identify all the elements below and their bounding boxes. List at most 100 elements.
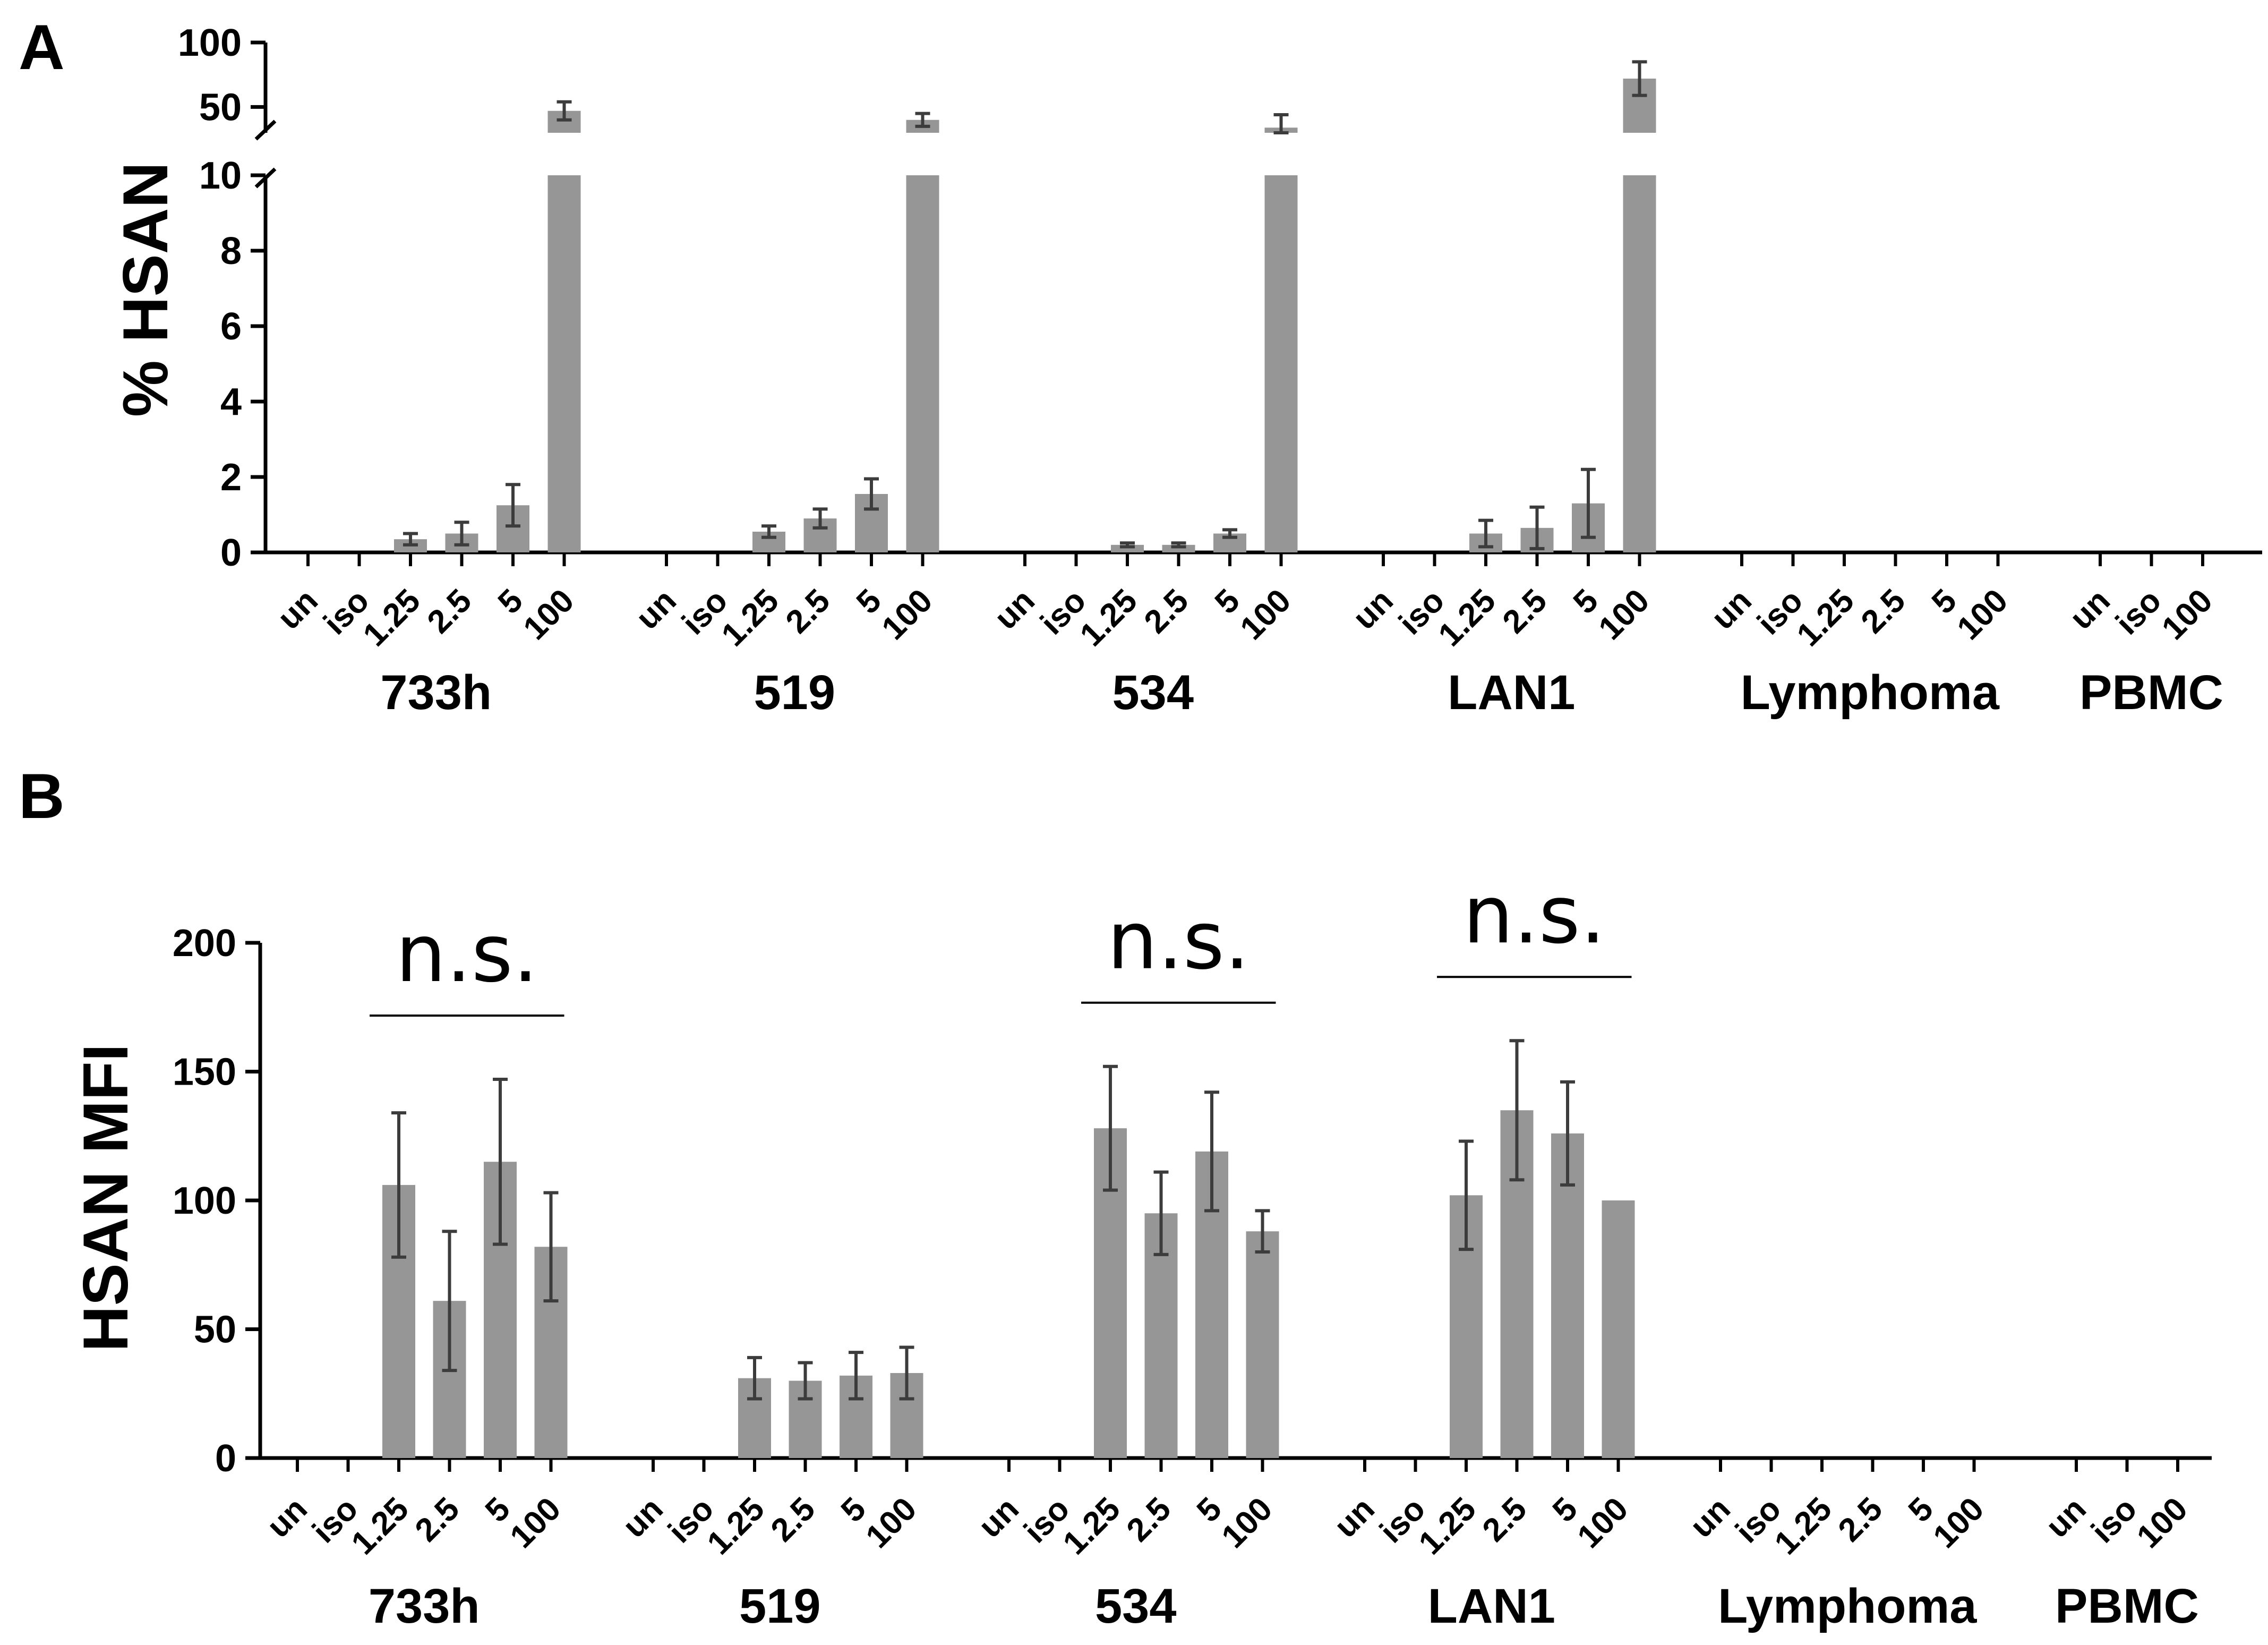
panel-a-category-label: 2.5 <box>1137 582 1196 641</box>
panel-a-y-tick-label: 8 <box>220 230 242 272</box>
panel-b-letter: B <box>19 761 65 832</box>
panel-b-category-label: 1.25 <box>1056 1490 1127 1562</box>
panel-b-category-label: 100 <box>2130 1490 2195 1555</box>
panel-a-group-label: 519 <box>754 666 836 720</box>
panel-b-error-bar <box>1560 1080 1575 1187</box>
panel-a-bar <box>906 175 939 552</box>
panel-a-category-label: 2.5 <box>779 582 837 641</box>
panel-a-category-label: 2.5 <box>1496 582 1554 641</box>
panel-b-error-bar <box>798 1361 813 1401</box>
panel-b-significance-label: n.s. <box>396 908 538 1000</box>
panel-b-bar <box>1551 1133 1584 1458</box>
panel-a-bar <box>1623 175 1656 552</box>
panel-a-error-bar <box>506 483 520 528</box>
panel-b-category-label: 100 <box>1926 1490 1991 1555</box>
panel-b-y-tick-label: 50 <box>194 1309 236 1351</box>
panel-b-category-label: 1.25 <box>1768 1490 1839 1562</box>
panel-a-category-label: un <box>1705 582 1759 636</box>
panel-b-error-bar <box>1103 1064 1118 1192</box>
panel-b-category-label: 1.25 <box>700 1490 772 1562</box>
panel-a-category-label: 100 <box>875 582 939 647</box>
panel-b-error-bar <box>1204 1090 1219 1213</box>
panel-b-category-label: un <box>616 1490 670 1545</box>
panel-a-error-bar <box>1632 60 1647 97</box>
panel-b-significance-label: n.s. <box>1107 895 1250 987</box>
panel-b-y-tick-label: 0 <box>215 1437 236 1480</box>
panel-a-y-tick-label: 10 <box>199 155 242 197</box>
panel-b-category-label: 100 <box>1214 1490 1279 1555</box>
panel-a-error-bar <box>915 112 930 128</box>
panel-b-category-label: 100 <box>859 1490 923 1555</box>
panel-a-error-bar <box>557 100 572 122</box>
panel-b-error-bar <box>442 1230 457 1373</box>
panel-b-category-label: un <box>2039 1490 2093 1545</box>
panel-a-error-bar <box>1273 113 1289 134</box>
panel-b-error-bar <box>1509 1039 1525 1182</box>
panel-b-error-bar <box>899 1345 914 1401</box>
panel-b-y-tick-label: 150 <box>173 1051 236 1094</box>
panel-b-group-label: 534 <box>1095 1579 1177 1633</box>
panel-a-error-bar <box>812 507 828 530</box>
panel-a-category-label: un <box>271 582 325 636</box>
panel-a-category-label: 2.5 <box>1854 582 1913 641</box>
panel-a-category-label: un <box>1346 582 1400 636</box>
panel-a-category-label: 1.25 <box>1790 582 1861 653</box>
panel-b-category-label: 2.5 <box>1476 1490 1534 1549</box>
panel-a-category-label: 100 <box>2155 582 2220 647</box>
panel-a-bar <box>547 175 581 552</box>
panel-b-category-label: 2.5 <box>1831 1490 1890 1549</box>
panel-a-category-label: 1.25 <box>1432 582 1503 653</box>
panel-a-category-label: 100 <box>1950 582 2015 647</box>
panel-b-error-bar <box>1459 1139 1474 1251</box>
panel-a-y-tick-label: 4 <box>220 381 242 423</box>
panel-a-category-label: 100 <box>1591 582 1656 647</box>
panel-b-significance-label: n.s. <box>1463 869 1606 961</box>
panel-b-category-label: 2.5 <box>408 1490 467 1549</box>
panel-a-y-tick-label: 100 <box>178 22 242 64</box>
panel-a-axis-break-upper <box>254 120 277 141</box>
panel-b-category-label: un <box>1683 1490 1738 1545</box>
panel-b-error-bar <box>849 1351 863 1401</box>
panel-a-error-bar <box>1581 467 1596 539</box>
panel-a-category-label: 1.25 <box>1073 582 1144 653</box>
panel-a-y-tick-label: 2 <box>220 456 242 499</box>
panel-a-error-bar <box>761 524 776 539</box>
panel-b-category-label: un <box>972 1490 1026 1545</box>
panel-b-error-bar <box>747 1356 762 1401</box>
panel-a-letter: A <box>19 12 65 83</box>
panel-a-category-label: 100 <box>1233 582 1298 647</box>
panel-a-error-bar <box>1529 505 1545 550</box>
panel-a-axis-break-lower <box>254 167 277 189</box>
panel-a-category-label: un <box>2063 582 2117 636</box>
panel-b-bar <box>1602 1200 1635 1458</box>
panel-a-category-label: un <box>988 582 1042 636</box>
panel-b-category-label: 1.25 <box>1412 1490 1483 1562</box>
panel-b-group-label: LAN1 <box>1428 1579 1555 1633</box>
panel-a-error-bar <box>454 521 469 547</box>
panel-a-error-bar <box>1222 528 1237 539</box>
panel-b-error-bar <box>1153 1170 1169 1256</box>
panel-a-bar <box>1264 175 1298 552</box>
panel-a-group-label: Lymphoma <box>1741 666 2000 720</box>
panel-b-category-label: iso <box>2084 1490 2144 1550</box>
panel-a-category-label: 1.25 <box>715 582 786 653</box>
panel-b-group-label: 519 <box>739 1579 821 1633</box>
panel-b-group-label: PBMC <box>2055 1579 2199 1633</box>
panel-a-category-label: iso <box>2109 582 2168 642</box>
panel-a-error-bar <box>1171 541 1186 549</box>
panel-a-group-label: 534 <box>1112 666 1194 720</box>
panel-a-error-bar <box>1120 541 1135 549</box>
panel-b-y-axis-label: HSAN MFI <box>70 1044 141 1352</box>
panel-b-category-label: 100 <box>503 1490 568 1555</box>
panel-b-category-label: 1.25 <box>345 1490 416 1562</box>
panel-b-category-label: 100 <box>1570 1490 1635 1555</box>
panel-a-category-label: un <box>629 582 683 636</box>
panel-a-y-tick-label: 6 <box>220 305 242 348</box>
panel-a-bar <box>1111 544 1144 552</box>
panel-b-category-label: 2.5 <box>1120 1490 1178 1549</box>
panel-a-y-axis-label: % HSAN <box>110 162 181 417</box>
